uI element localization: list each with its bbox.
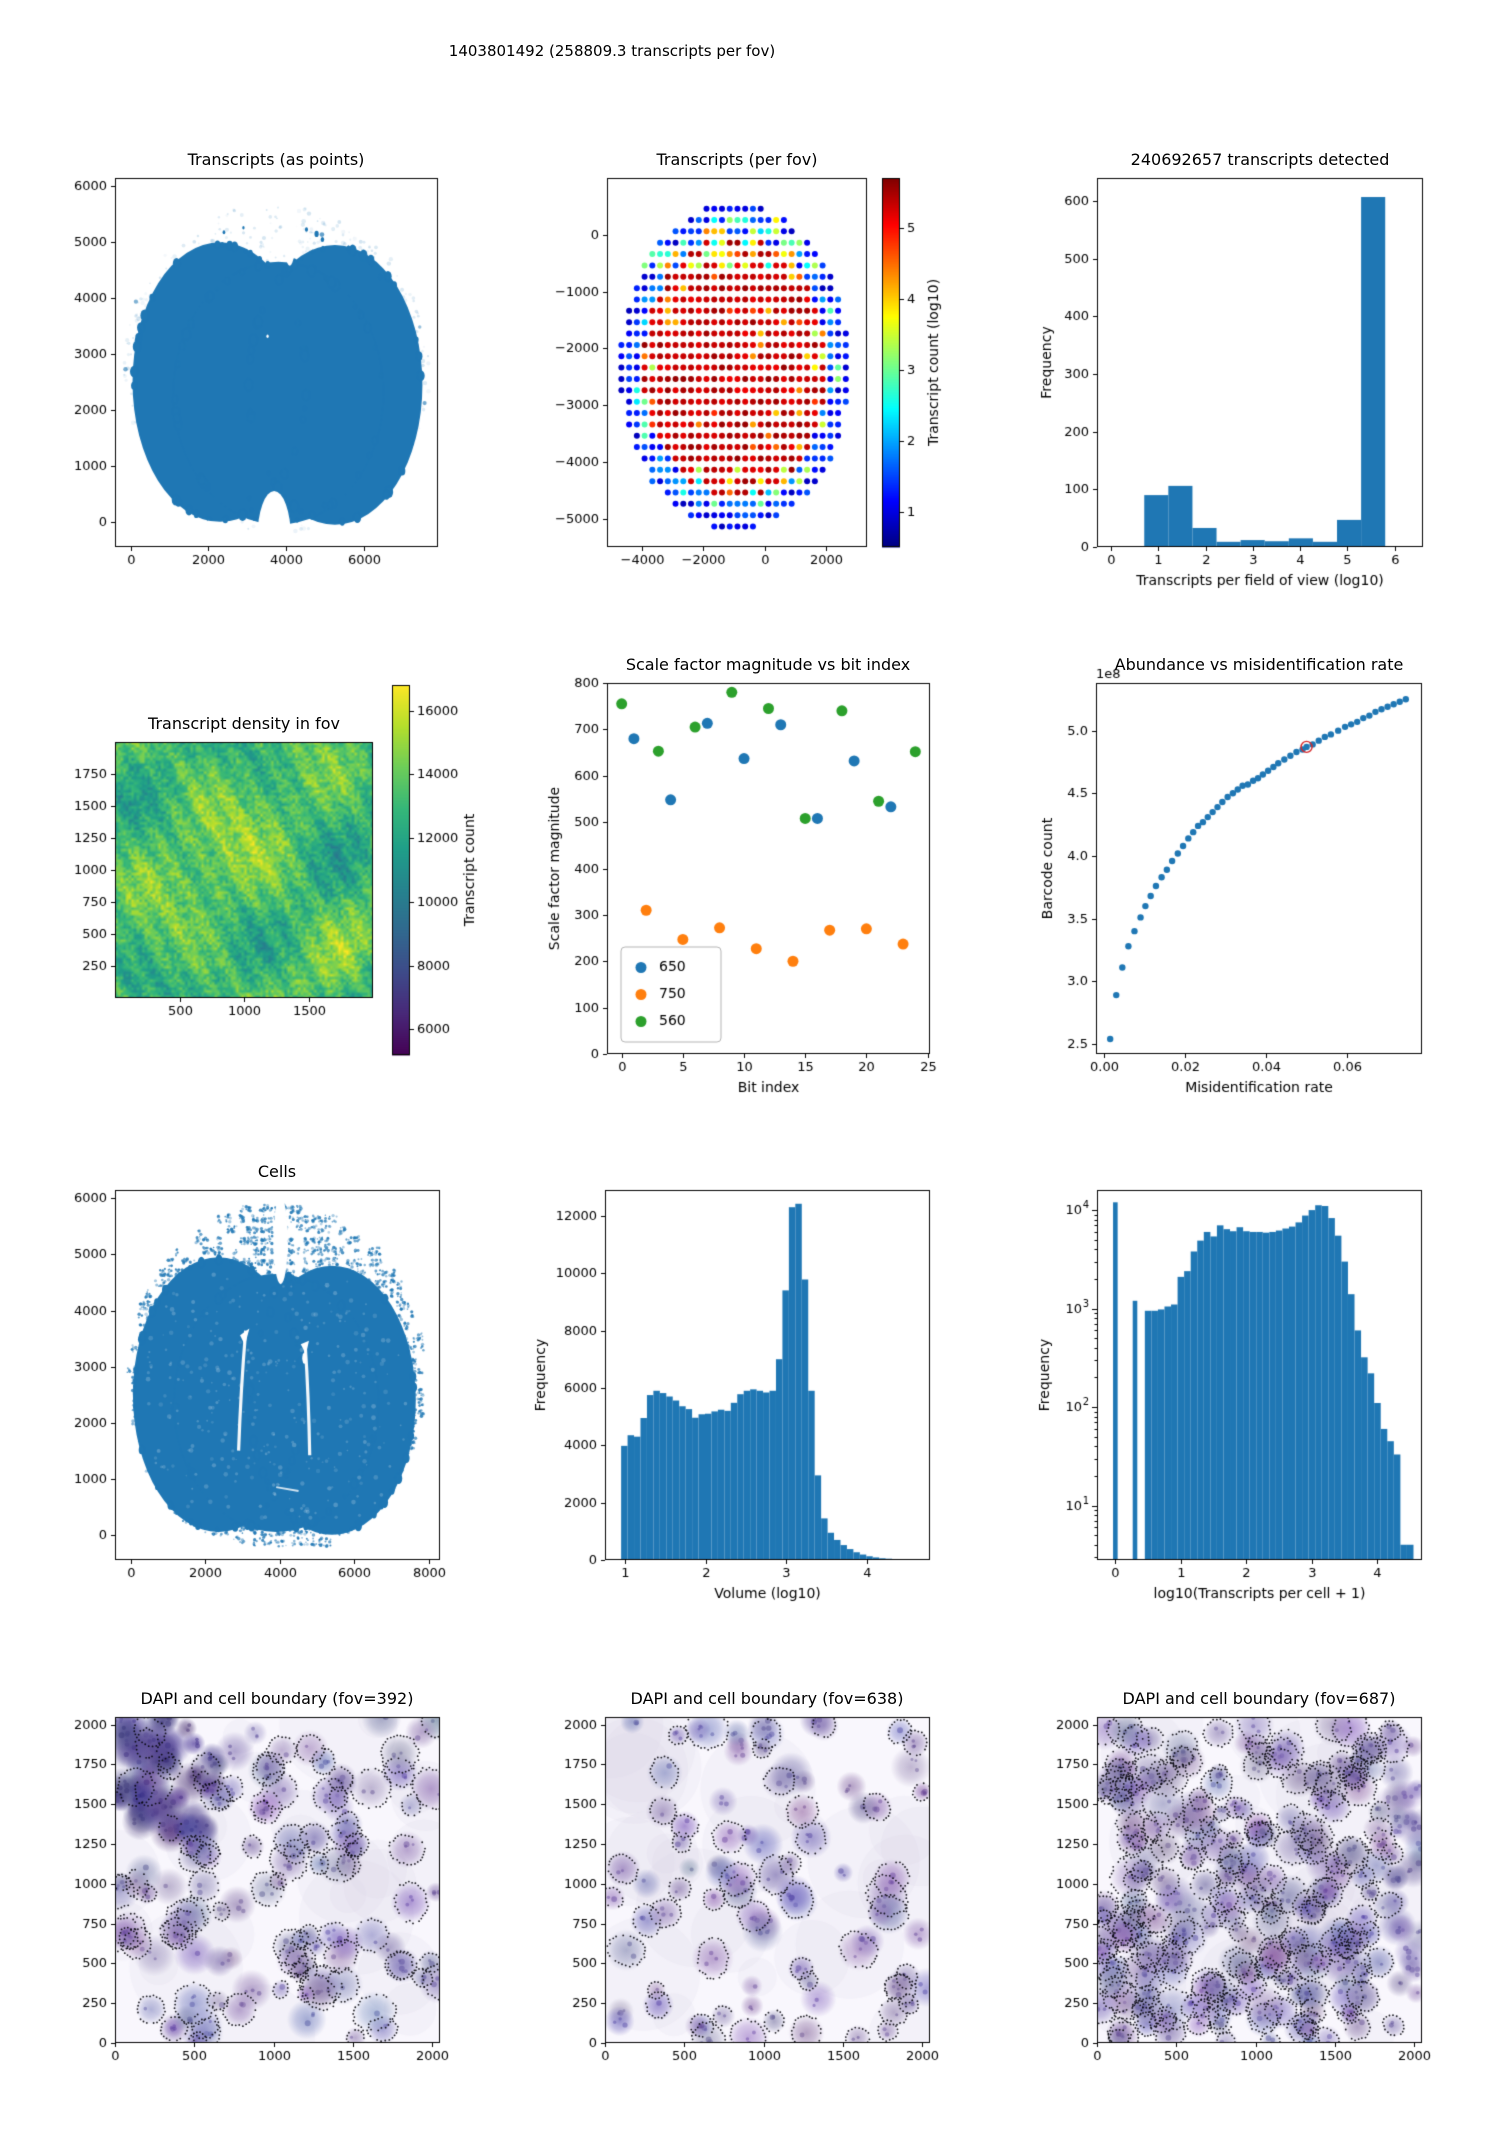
subplot-title-dapi-392: DAPI and cell boundary (fov=392) xyxy=(140,1689,414,1708)
figure-title: 1403801492 (258809.3 transcripts per fov… xyxy=(448,42,776,60)
subplot-title-dapi-687: DAPI and cell boundary (fov=687) xyxy=(1122,1689,1396,1708)
subplot-title-transcripts-detected: 240692657 transcripts detected xyxy=(1130,150,1390,169)
subplot-title-transcripts-per-fov: Transcripts (per fov) xyxy=(656,150,818,169)
subplot-title-abundance: Abundance vs misidentification rate xyxy=(1114,655,1404,674)
subplot-title-cells: Cells xyxy=(257,1162,297,1181)
subplot-title-dapi-638: DAPI and cell boundary (fov=638) xyxy=(630,1689,904,1708)
subplot-title-scale-factor: Scale factor magnitude vs bit index xyxy=(625,655,911,674)
subplot-title-transcript-density: Transcript density in fov xyxy=(148,714,340,733)
subplot-title-transcripts-points: Transcripts (as points) xyxy=(187,150,365,169)
